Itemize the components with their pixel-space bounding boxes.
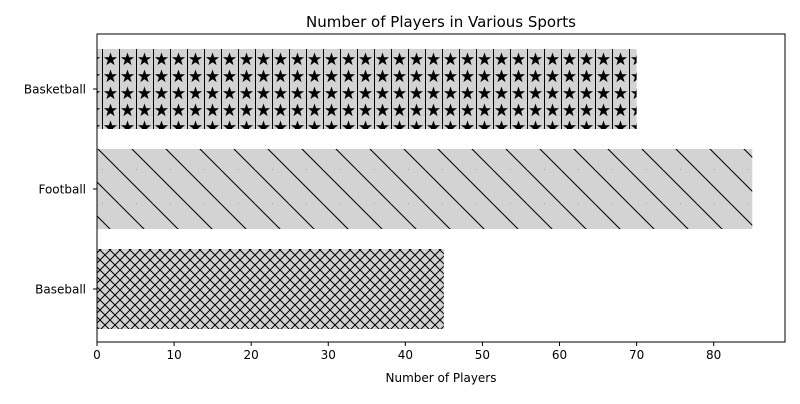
x-tick-label-60: 60 <box>552 348 567 362</box>
chart-title: Number of Players in Various Sports <box>306 13 576 31</box>
x-tick-label-30: 30 <box>321 348 336 362</box>
x-tick-label-20: 20 <box>244 348 259 362</box>
y-tick-label-basketball: Basketball <box>24 83 86 97</box>
x-tick-label-80: 80 <box>706 348 721 362</box>
bar-hatch-basketball <box>97 49 637 129</box>
x-tick-label-0: 0 <box>93 348 101 362</box>
x-axis: 0 10 20 30 40 50 60 70 80 <box>93 342 721 362</box>
plot-frame <box>96 33 786 343</box>
y-tick-label-baseball: Baseball <box>35 283 86 297</box>
y-axis: Baseball Football Basketball <box>24 83 97 297</box>
x-axis-label: Number of Players <box>386 371 497 385</box>
x-tick-label-70: 70 <box>629 348 644 362</box>
x-tick-label-40: 40 <box>398 348 413 362</box>
bar-hatch-baseball <box>97 249 444 329</box>
x-tick-label-10: 10 <box>166 348 181 362</box>
y-tick-label-football: Football <box>38 183 86 197</box>
bar-hatch-football <box>97 149 753 229</box>
bars-layer <box>97 49 753 329</box>
x-tick-label-50: 50 <box>475 348 490 362</box>
